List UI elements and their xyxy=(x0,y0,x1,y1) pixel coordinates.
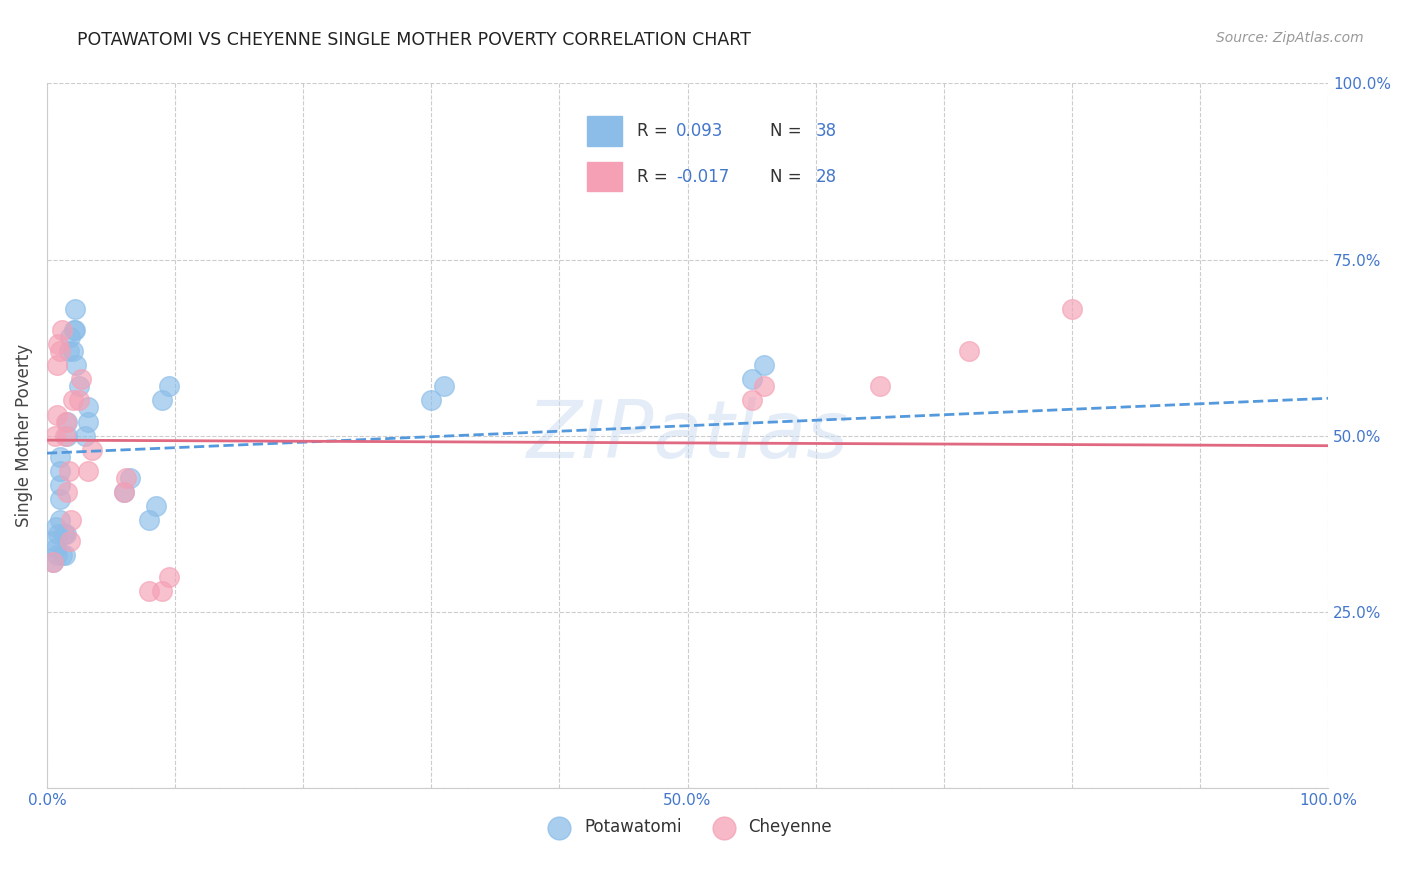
Point xyxy=(80,442,103,457)
Point xyxy=(45,541,67,556)
Point xyxy=(48,478,70,492)
Point xyxy=(55,527,77,541)
Text: Source: ZipAtlas.com: Source: ZipAtlas.com xyxy=(1216,31,1364,45)
Point xyxy=(44,428,66,442)
Point xyxy=(741,393,763,408)
Point xyxy=(58,344,80,359)
Point xyxy=(150,393,173,408)
Point xyxy=(112,485,135,500)
Point xyxy=(51,323,73,337)
Point xyxy=(145,499,167,513)
Point xyxy=(741,372,763,386)
Point xyxy=(67,393,90,408)
Point xyxy=(56,428,79,442)
Point xyxy=(59,330,82,344)
Point xyxy=(48,513,70,527)
Point xyxy=(957,344,980,359)
Point xyxy=(75,428,97,442)
Point xyxy=(420,393,443,408)
Point xyxy=(59,534,82,549)
Point xyxy=(58,464,80,478)
Point xyxy=(55,415,77,429)
Text: POTAWATOMI VS CHEYENNE SINGLE MOTHER POVERTY CORRELATION CHART: POTAWATOMI VS CHEYENNE SINGLE MOTHER POV… xyxy=(77,31,751,49)
Point xyxy=(754,358,776,372)
Point xyxy=(62,344,84,359)
Point xyxy=(60,513,83,527)
Point xyxy=(56,415,79,429)
Point xyxy=(157,569,180,583)
Point xyxy=(45,520,67,534)
Point xyxy=(46,549,69,563)
Point xyxy=(150,583,173,598)
Point xyxy=(48,527,70,541)
Point xyxy=(120,471,142,485)
Point xyxy=(77,415,100,429)
Point xyxy=(48,464,70,478)
Point xyxy=(1060,301,1083,316)
Point xyxy=(46,358,69,372)
Legend: Potawatomi, Cheyenne: Potawatomi, Cheyenne xyxy=(536,812,839,843)
Point xyxy=(62,323,84,337)
Point xyxy=(869,379,891,393)
Point xyxy=(433,379,456,393)
Point xyxy=(77,464,100,478)
Point xyxy=(65,358,87,372)
Point xyxy=(48,344,70,359)
Point xyxy=(53,428,76,442)
Point xyxy=(63,301,86,316)
Point xyxy=(115,471,138,485)
Point xyxy=(42,534,65,549)
Point xyxy=(42,556,65,570)
Text: ZIPatlas: ZIPatlas xyxy=(526,397,849,475)
Point xyxy=(48,491,70,506)
Point xyxy=(67,379,90,393)
Point xyxy=(157,379,180,393)
Y-axis label: Single Mother Poverty: Single Mother Poverty xyxy=(15,344,32,527)
Point xyxy=(52,527,75,541)
Point xyxy=(46,408,69,422)
Point xyxy=(51,549,73,563)
Point xyxy=(138,583,160,598)
Point xyxy=(62,393,84,408)
Point xyxy=(53,549,76,563)
Point xyxy=(77,401,100,415)
Point xyxy=(70,372,93,386)
Point xyxy=(138,513,160,527)
Point xyxy=(56,485,79,500)
Point xyxy=(48,450,70,464)
Point xyxy=(48,337,70,351)
Point xyxy=(112,485,135,500)
Point xyxy=(42,556,65,570)
Point xyxy=(754,379,776,393)
Point xyxy=(63,323,86,337)
